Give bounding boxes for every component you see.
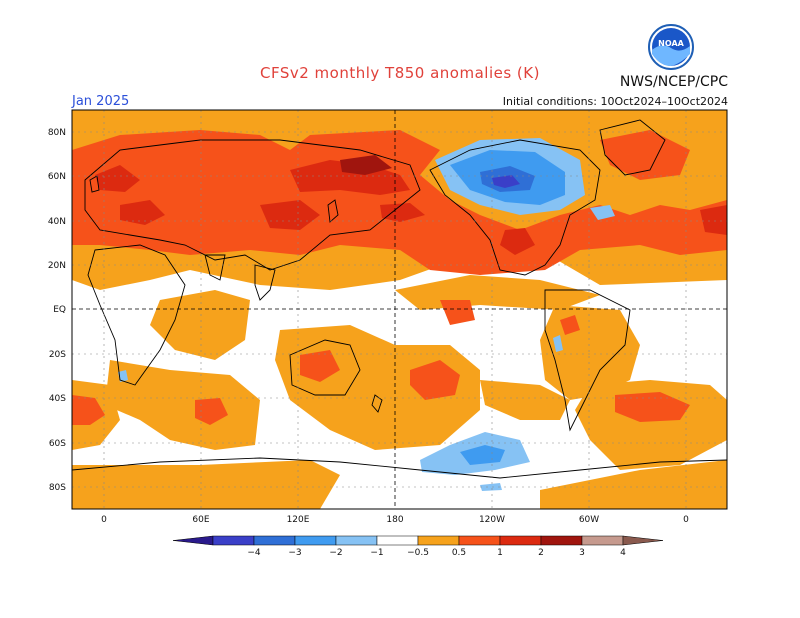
lon-label: 120E [287,515,310,525]
cold-region [460,445,505,465]
weak-warm-region [105,360,260,450]
strong-warm-region [120,200,165,225]
colorbar-label: 2 [538,548,544,558]
strong-warm-region [260,200,320,230]
lat-label: 40S [49,394,66,404]
warm-region [440,300,475,325]
anomaly-fields [72,110,727,509]
weak-cold-region [118,370,128,382]
lat-label: 40N [48,217,66,227]
graticule [72,110,727,509]
colorbar-label: 0.5 [452,548,466,558]
latitude-axis: 80N 60N 40N 20N EQ 20S 40S 60S 80S [48,128,66,493]
very-warm-region [340,155,392,175]
colorbar-label: 1 [497,548,503,558]
weak-warm-region [480,380,570,420]
lat-label: 80N [48,128,66,138]
lon-label: 120W [479,515,505,525]
colorbar-swatch [253,535,296,546]
north-america-outline [429,139,601,276]
weak-cold-region [553,335,563,352]
lat-label: 20S [49,350,66,360]
map-title: CFSv2 monthly T850 anomalies (K) [260,64,540,82]
lat-label: 80S [49,483,66,493]
colorbar-swatch [294,535,337,546]
southeast-asia-outline [254,264,276,301]
colorbar-swatch [417,535,460,546]
colorbar-swatch [212,535,255,546]
strong-warm-region [700,205,727,235]
uk-outline [89,175,100,193]
colorbar: −4 −3 −2 −1 −0.5 0.5 1 2 3 4 [172,535,664,558]
lon-label: 60E [192,515,209,525]
colorbar-label: −1 [370,548,383,558]
colorbar-label: −4 [247,548,261,558]
colorbar-label: 3 [579,548,585,558]
lat-label: EQ [53,305,66,315]
strong-warm-region [500,228,535,255]
warm-region [560,315,580,335]
greenland-outline [599,119,666,176]
weak-cold-region [590,205,615,220]
colorbar-swatch [376,535,419,546]
colorbar-label: 4 [620,548,626,558]
warm-region [600,130,690,180]
lon-label: 60W [579,515,599,525]
weak-warm-region [72,460,340,509]
map-frame [71,109,728,510]
new-zealand-outline [371,394,383,413]
colorbar-swatch [581,535,624,546]
lon-label: 0 [101,515,107,525]
colorbar-swatch [499,535,542,546]
warm-region [300,350,340,382]
weak-warm-region [150,290,250,360]
colorbar-swatch [540,535,583,546]
india-outline [204,254,226,281]
initial-conditions-label: Initial conditions: 10Oct2024–10Oct2024 [502,95,728,108]
lat-label: 20N [48,261,66,271]
colorbar-swatch [458,535,501,546]
colorbar-arrow-right [622,535,664,546]
very-cold-region [492,175,520,188]
weak-warm-region [575,380,727,470]
logo-text: NOAA [658,39,684,48]
lat-label: 60S [49,439,66,449]
japan-outline [327,199,339,223]
noaa-logo: NOAA [648,24,694,70]
antarctica-outline [72,457,727,479]
continent-outlines [72,119,727,479]
africa-outline [87,244,186,386]
colorbar-label: −2 [329,548,342,558]
organization-label: NWS/NCEP/CPC [619,74,728,90]
colorbar-swatch [335,535,378,546]
warm-region [410,360,460,400]
weak-warm-region [540,460,727,509]
longitude-axis: 0 60E 120E 180 120W 60W 0 [101,515,689,525]
lat-label: 60N [48,172,66,182]
colorbar-label: −0.5 [407,548,429,558]
lon-label: 0 [683,515,689,525]
lon-label: 180 [386,515,403,525]
south-america-outline [544,289,631,432]
weak-cold-region [480,483,502,491]
warm-region [72,395,105,425]
strong-warm-region [95,165,140,192]
colorbar-label: −3 [288,548,301,558]
europe-asia-outline [84,139,421,271]
warm-region [615,392,690,422]
valid-month-label: Jan 2025 [72,94,130,109]
colorbar-arrow-left [172,535,214,546]
warm-region [72,130,727,275]
australia-outline [289,339,361,396]
strong-warm-region [380,203,425,222]
warm-region [195,398,228,425]
